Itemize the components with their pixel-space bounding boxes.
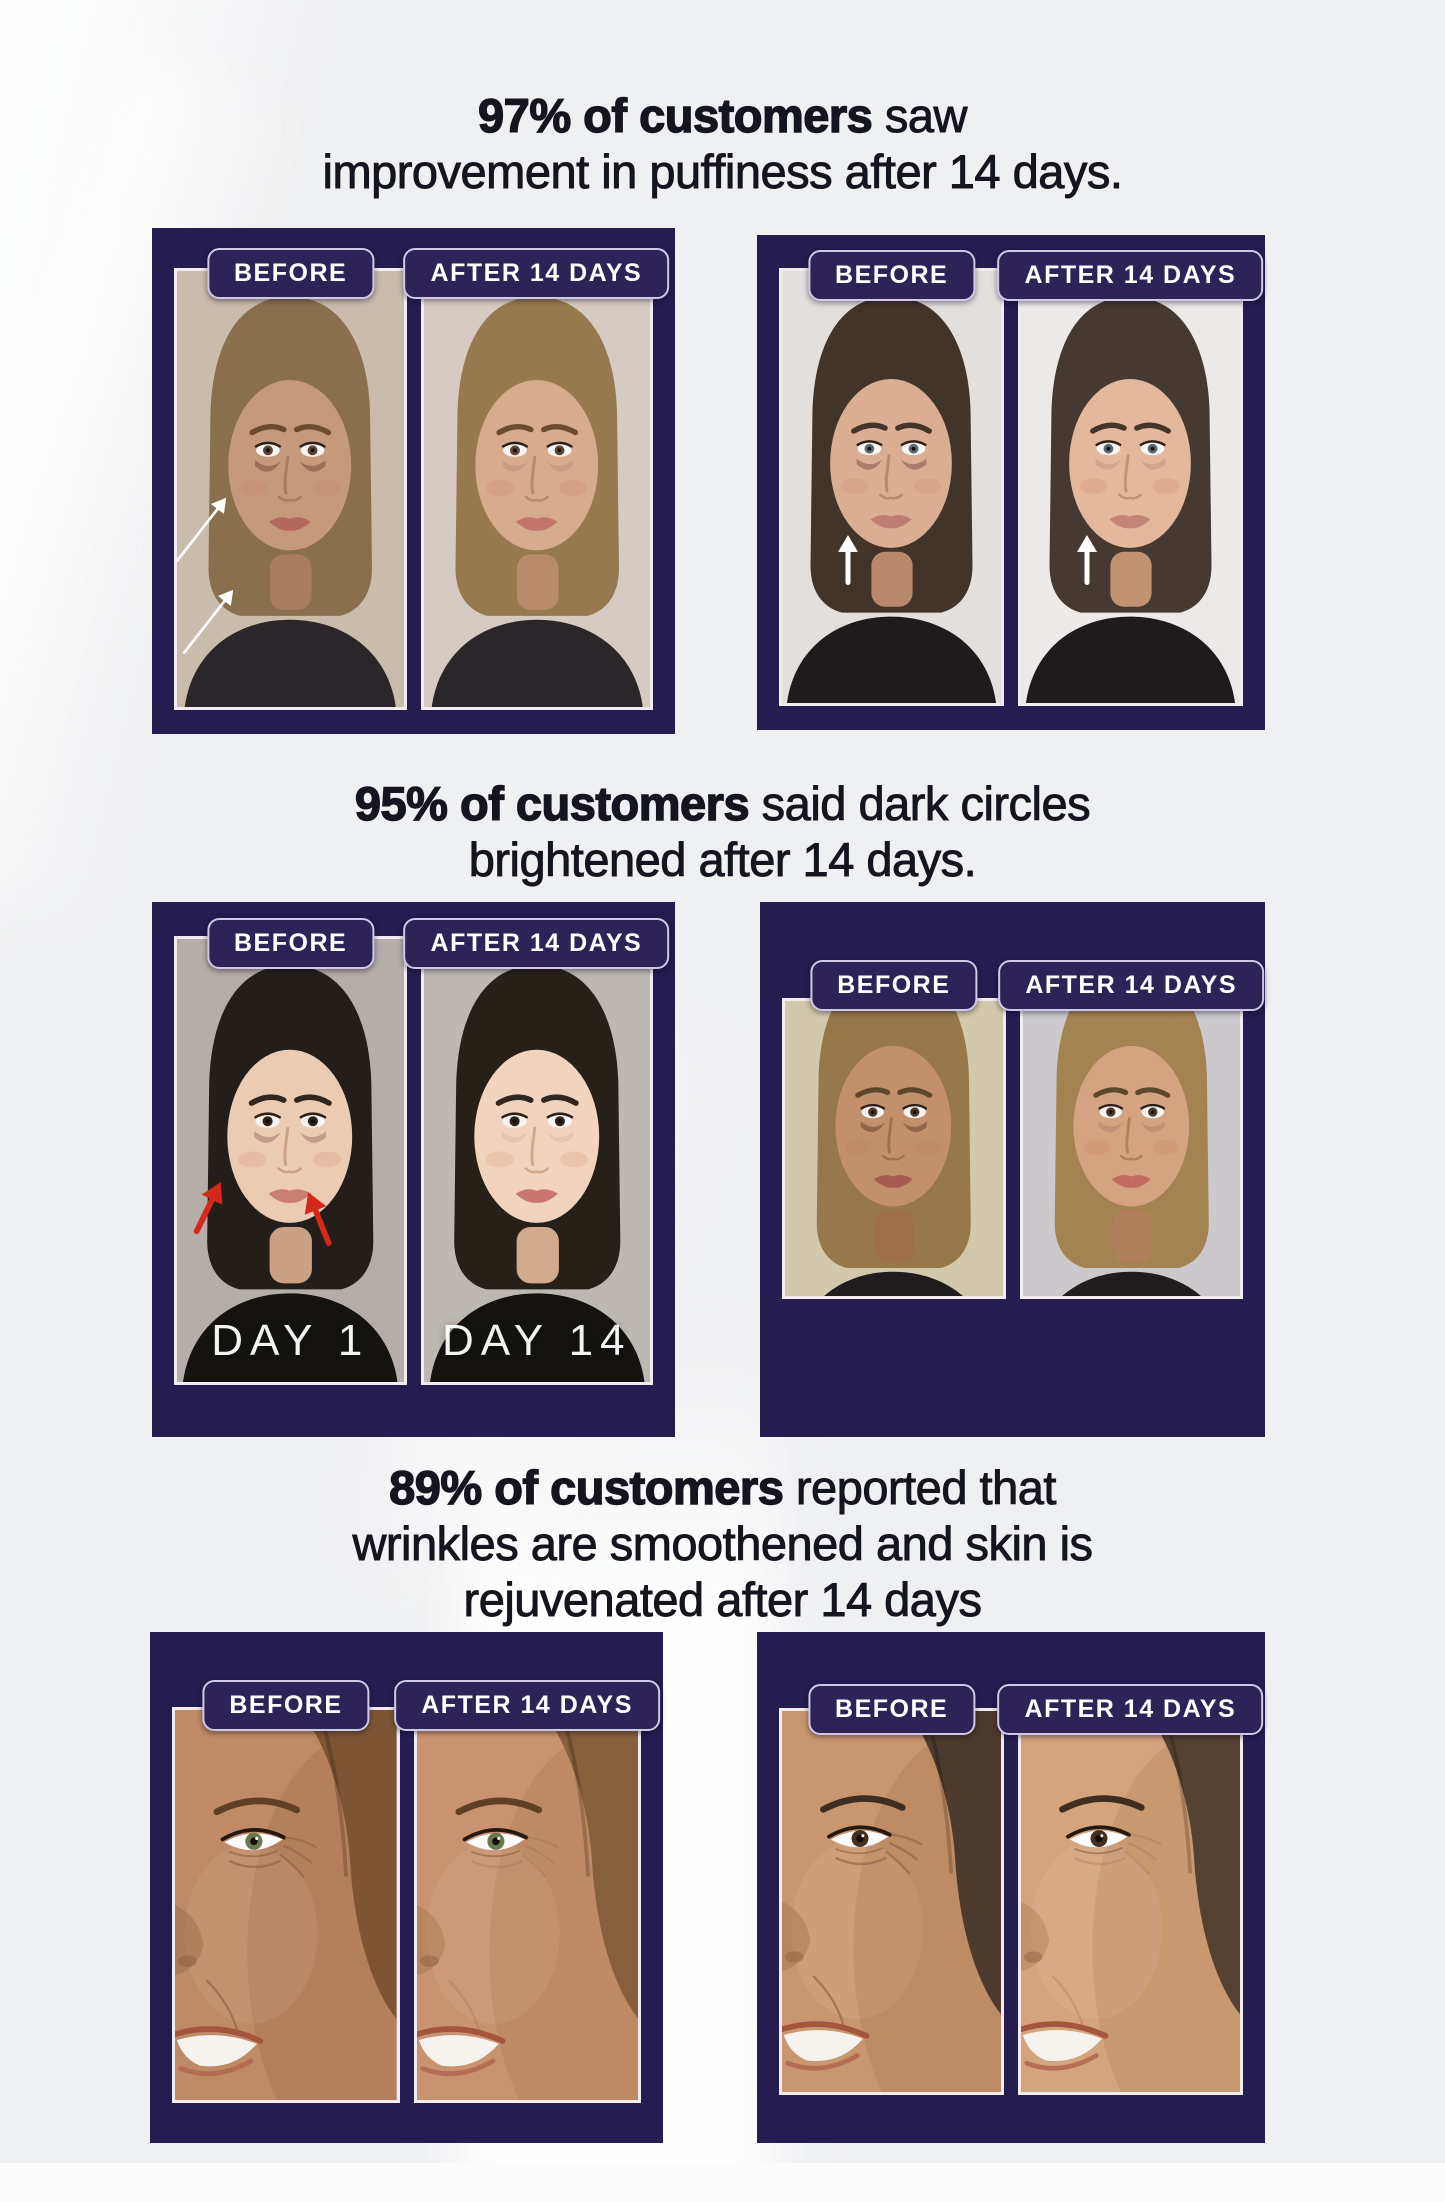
heading-rest: reported that: [783, 1461, 1056, 1515]
day-overlay: DAY 14: [441, 1316, 632, 1365]
comparison-panel-puffiness-1: BEFORE AFTER 14 DAYS: [152, 228, 675, 734]
after-photo: [1018, 1708, 1243, 2095]
comparison-panel-wrinkles-1: BEFORE AFTER 14 DAYS: [150, 1632, 663, 2143]
day-overlay: DAY 1: [211, 1316, 370, 1365]
heading-line: 95% of customers said dark circles: [0, 776, 1445, 832]
heading-line: brightened after 14 days.: [468, 833, 977, 887]
before-photo: [172, 1707, 400, 2103]
closeup-illustration: [417, 1710, 639, 2100]
comparison-panel-dark-circles-1: BEFORE AFTER 14 DAYS DAY 1 DAY 14: [152, 902, 675, 1437]
bottom-page-strip: [0, 2163, 1445, 2202]
portrait-illustration: [1021, 271, 1240, 703]
heading-line: 97% of customers saw: [0, 88, 1445, 144]
photo-pair: [172, 1707, 641, 2103]
before-label: BEFORE: [808, 1684, 976, 1735]
after-label: AFTER 14 DAYS: [403, 248, 670, 299]
portrait-illustration: [177, 271, 404, 707]
portrait-illustration: [785, 1001, 1003, 1296]
after-photo: [420, 268, 653, 710]
after-photo: [1018, 268, 1243, 706]
closeup-illustration: [782, 1711, 1001, 2092]
heading-line: rejuvenated after 14 days: [463, 1573, 982, 1627]
after-photo: [413, 1707, 641, 2103]
heading-puffiness: 97% of customers saw improvement in puff…: [0, 88, 1445, 200]
comparison-panel-puffiness-2: BEFORE AFTER 14 DAYS: [757, 235, 1265, 730]
photo-pair: DAY 1 DAY 14: [174, 936, 653, 1385]
white-up-arrow-icon: [835, 535, 861, 585]
photo-pair: [174, 268, 653, 710]
photo-pair: [782, 998, 1243, 1299]
heading-line: improvement in puffiness after 14 days.: [322, 145, 1123, 199]
after-photo: [1019, 998, 1243, 1299]
before-label: BEFORE: [207, 918, 375, 969]
comparison-panel-dark-circles-2: BEFORE AFTER 14 DAYS: [760, 902, 1265, 1437]
before-label: BEFORE: [810, 960, 978, 1011]
portrait-illustration: [782, 271, 1001, 703]
before-photo: [779, 268, 1004, 706]
before-label: BEFORE: [207, 248, 375, 299]
heading-rest: saw: [872, 89, 967, 143]
after-label: AFTER 14 DAYS: [997, 1684, 1264, 1735]
before-photo: [782, 998, 1006, 1299]
closeup-illustration: [1021, 1711, 1240, 2092]
heading-dark-circles: 95% of customers said dark circles brigh…: [0, 776, 1445, 888]
heading-line: wrinkles are smoothened and skin is: [352, 1517, 1094, 1571]
comparison-panel-wrinkles-2: BEFORE AFTER 14 DAYS: [757, 1632, 1265, 2143]
after-label: AFTER 14 DAYS: [998, 960, 1265, 1011]
before-photo: [174, 268, 407, 710]
heading-rest: said dark circles: [749, 777, 1091, 831]
before-photo: [779, 1708, 1004, 2095]
heading-wrinkles: 89% of customers reported that wrinkles …: [0, 1460, 1445, 1628]
heading-stat-bold: 95% of customers: [354, 776, 750, 830]
after-photo: DAY 14: [420, 936, 653, 1385]
after-label: AFTER 14 DAYS: [403, 918, 670, 969]
photo-pair: [779, 1708, 1243, 2095]
heading-stat-bold: 89% of customers: [388, 1460, 784, 1514]
heading-line: 89% of customers reported that: [0, 1460, 1445, 1516]
after-label: AFTER 14 DAYS: [997, 250, 1264, 301]
before-label: BEFORE: [808, 250, 976, 301]
before-label: BEFORE: [202, 1680, 370, 1731]
closeup-illustration: [175, 1710, 397, 2100]
portrait-illustration: [424, 271, 651, 707]
portrait-illustration: [1023, 1001, 1241, 1296]
heading-stat-bold: 97% of customers: [477, 88, 873, 142]
photo-pair: [779, 268, 1243, 706]
white-up-arrow-icon: [1074, 535, 1100, 585]
after-label: AFTER 14 DAYS: [394, 1680, 660, 1731]
before-photo: DAY 1: [174, 936, 407, 1385]
